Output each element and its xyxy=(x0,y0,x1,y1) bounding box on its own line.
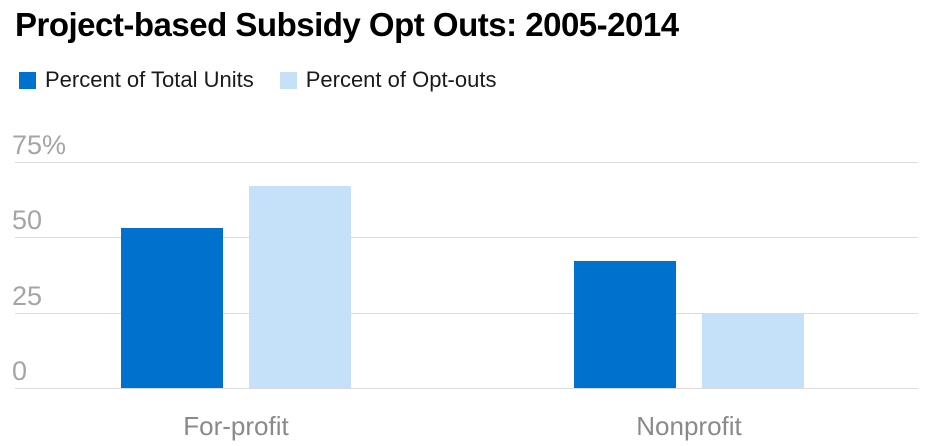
legend-item-total-units: Percent of Total Units xyxy=(19,67,254,93)
gridline-0 xyxy=(15,388,918,389)
gridline-25 xyxy=(15,313,918,314)
legend-label-total-units: Percent of Total Units xyxy=(45,67,254,92)
legend-swatch-total-units-icon xyxy=(19,71,36,89)
bar-nonprofit-percent-of-opt-outs xyxy=(702,313,804,388)
y-axis-tick-50: 50 xyxy=(12,205,43,235)
legend-item-opt-outs: Percent of Opt-outs xyxy=(279,67,497,93)
legend-swatch-opt-outs-icon xyxy=(279,71,297,89)
y-axis-tick-25: 25 xyxy=(12,281,43,311)
bar-for-profit-percent-of-opt-outs xyxy=(249,186,351,388)
x-axis-label-for-profit: For-profit xyxy=(183,411,289,441)
y-axis-tick-75: 75% xyxy=(12,130,67,160)
chart-title: Project-based Subsidy Opt Outs: 2005-201… xyxy=(15,6,679,43)
bar-nonprofit-percent-of-total-units xyxy=(574,261,676,388)
gridline-50 xyxy=(15,237,918,238)
x-axis-label-nonprofit: Nonprofit xyxy=(636,411,742,441)
bar-for-profit-percent-of-total-units xyxy=(121,228,223,388)
gridline-75 xyxy=(15,162,918,163)
legend-label-opt-outs: Percent of Opt-outs xyxy=(305,67,497,92)
y-axis-tick-0: 0 xyxy=(12,356,28,386)
legend: Percent of Total Units Percent of Opt-ou… xyxy=(19,67,496,93)
